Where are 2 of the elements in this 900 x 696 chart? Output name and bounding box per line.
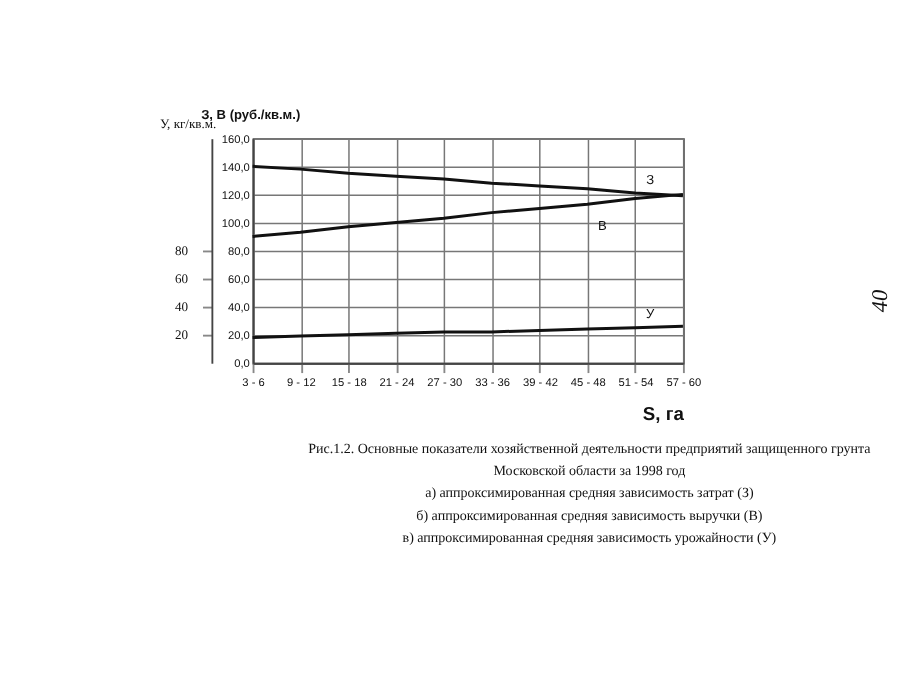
x-axis-title: S, га bbox=[642, 403, 686, 424]
text: 40 bbox=[868, 289, 893, 313]
